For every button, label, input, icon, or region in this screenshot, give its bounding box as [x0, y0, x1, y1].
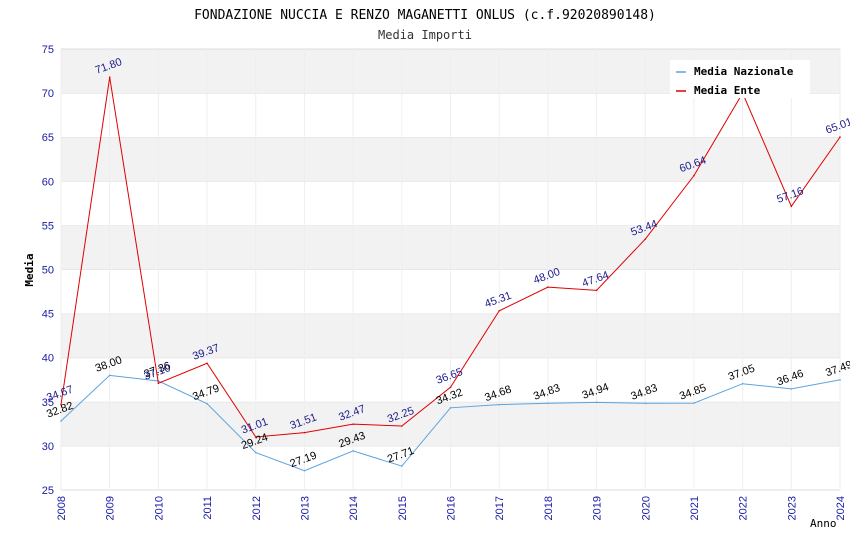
- x-tick-label: 2015: [397, 496, 409, 520]
- data-point: [498, 310, 500, 312]
- legend-label-ente: Media Ente: [694, 84, 761, 97]
- data-point: [352, 423, 354, 425]
- data-point: [303, 469, 306, 472]
- grid-bands: [60, 48, 841, 491]
- data-point: [790, 205, 793, 208]
- y-axis-ticks: 25 30 35 40 45 50 55 60 65 70 75: [42, 44, 54, 497]
- x-tick-label: 2014: [348, 496, 360, 520]
- data-point: [449, 386, 452, 389]
- y-tick-label: 45: [42, 309, 54, 321]
- legend-label-nazionale: Media Nazionale: [694, 65, 794, 78]
- x-tick-label: 2021: [689, 496, 701, 520]
- y-tick-label: 35: [42, 397, 54, 409]
- x-tick-label: 2011: [202, 496, 214, 520]
- y-tick-label: 55: [42, 220, 54, 232]
- x-tick-label: 2009: [105, 496, 117, 520]
- data-point: [839, 379, 841, 381]
- data-point: [644, 238, 647, 240]
- legend: Media Nazionale Media Ente: [670, 60, 810, 98]
- data-point: [254, 451, 257, 454]
- y-tick-label: 40: [42, 353, 54, 365]
- data-point: [839, 136, 841, 138]
- y-tick-label: 60: [42, 176, 54, 188]
- y-tick-label: 70: [42, 88, 54, 100]
- x-tick-label: 2008: [56, 496, 68, 520]
- x-tick-label: 2013: [299, 496, 311, 520]
- y-axis-label: Media: [23, 253, 36, 286]
- series-lines: [60, 76, 841, 472]
- x-tick-label: 2012: [251, 496, 263, 520]
- data-point: [644, 402, 647, 405]
- data-point: [157, 382, 160, 385]
- y-tick-label: 50: [42, 265, 54, 277]
- x-tick-label: 2017: [494, 496, 506, 520]
- x-tick-label: 2016: [446, 496, 458, 520]
- data-point: [693, 174, 695, 177]
- data-point: [595, 401, 598, 404]
- x-tick-label: 2019: [592, 496, 604, 520]
- data-point: [790, 388, 793, 390]
- data-point: [60, 420, 62, 422]
- x-tick-label: 2023: [786, 496, 798, 520]
- data-point: [547, 402, 549, 405]
- y-tick-label: 25: [42, 485, 54, 497]
- x-tick-label: 2018: [543, 496, 555, 520]
- data-point: [401, 425, 403, 427]
- data-point: [693, 402, 695, 404]
- x-tick-label: 2020: [640, 496, 652, 520]
- data-point: [108, 76, 111, 79]
- data-point: [206, 362, 208, 365]
- y-tick-label: 30: [42, 441, 54, 453]
- data-point: [108, 374, 111, 377]
- y-tick-label: 75: [42, 44, 54, 56]
- y-tick-label: 65: [42, 132, 54, 144]
- x-axis-label: Anno: [810, 517, 837, 530]
- data-point: [498, 403, 500, 406]
- x-tick-label: 2024: [835, 496, 847, 520]
- chart-title: FONDAZIONE NUCCIA E RENZO MAGANETTI ONLU…: [194, 8, 656, 23]
- data-point: [449, 406, 452, 409]
- data-point: [401, 465, 403, 467]
- data-point: [60, 403, 62, 406]
- chart-subtitle: Media Importi: [378, 28, 472, 42]
- legend-box: [670, 60, 810, 98]
- x-axis-ticks: 2008 2009 2010 2011 2012 2013 2014 2015 2016 2017…: [56, 496, 847, 520]
- data-point: [741, 382, 744, 385]
- x-tick-label: 2022: [738, 496, 750, 520]
- data-point: [547, 286, 549, 288]
- data-point: [254, 436, 257, 438]
- x-tick-label: 2010: [153, 496, 165, 520]
- data-point: [595, 289, 598, 292]
- data-point: [206, 402, 208, 405]
- data-point: [303, 431, 306, 434]
- data-point: [352, 450, 354, 452]
